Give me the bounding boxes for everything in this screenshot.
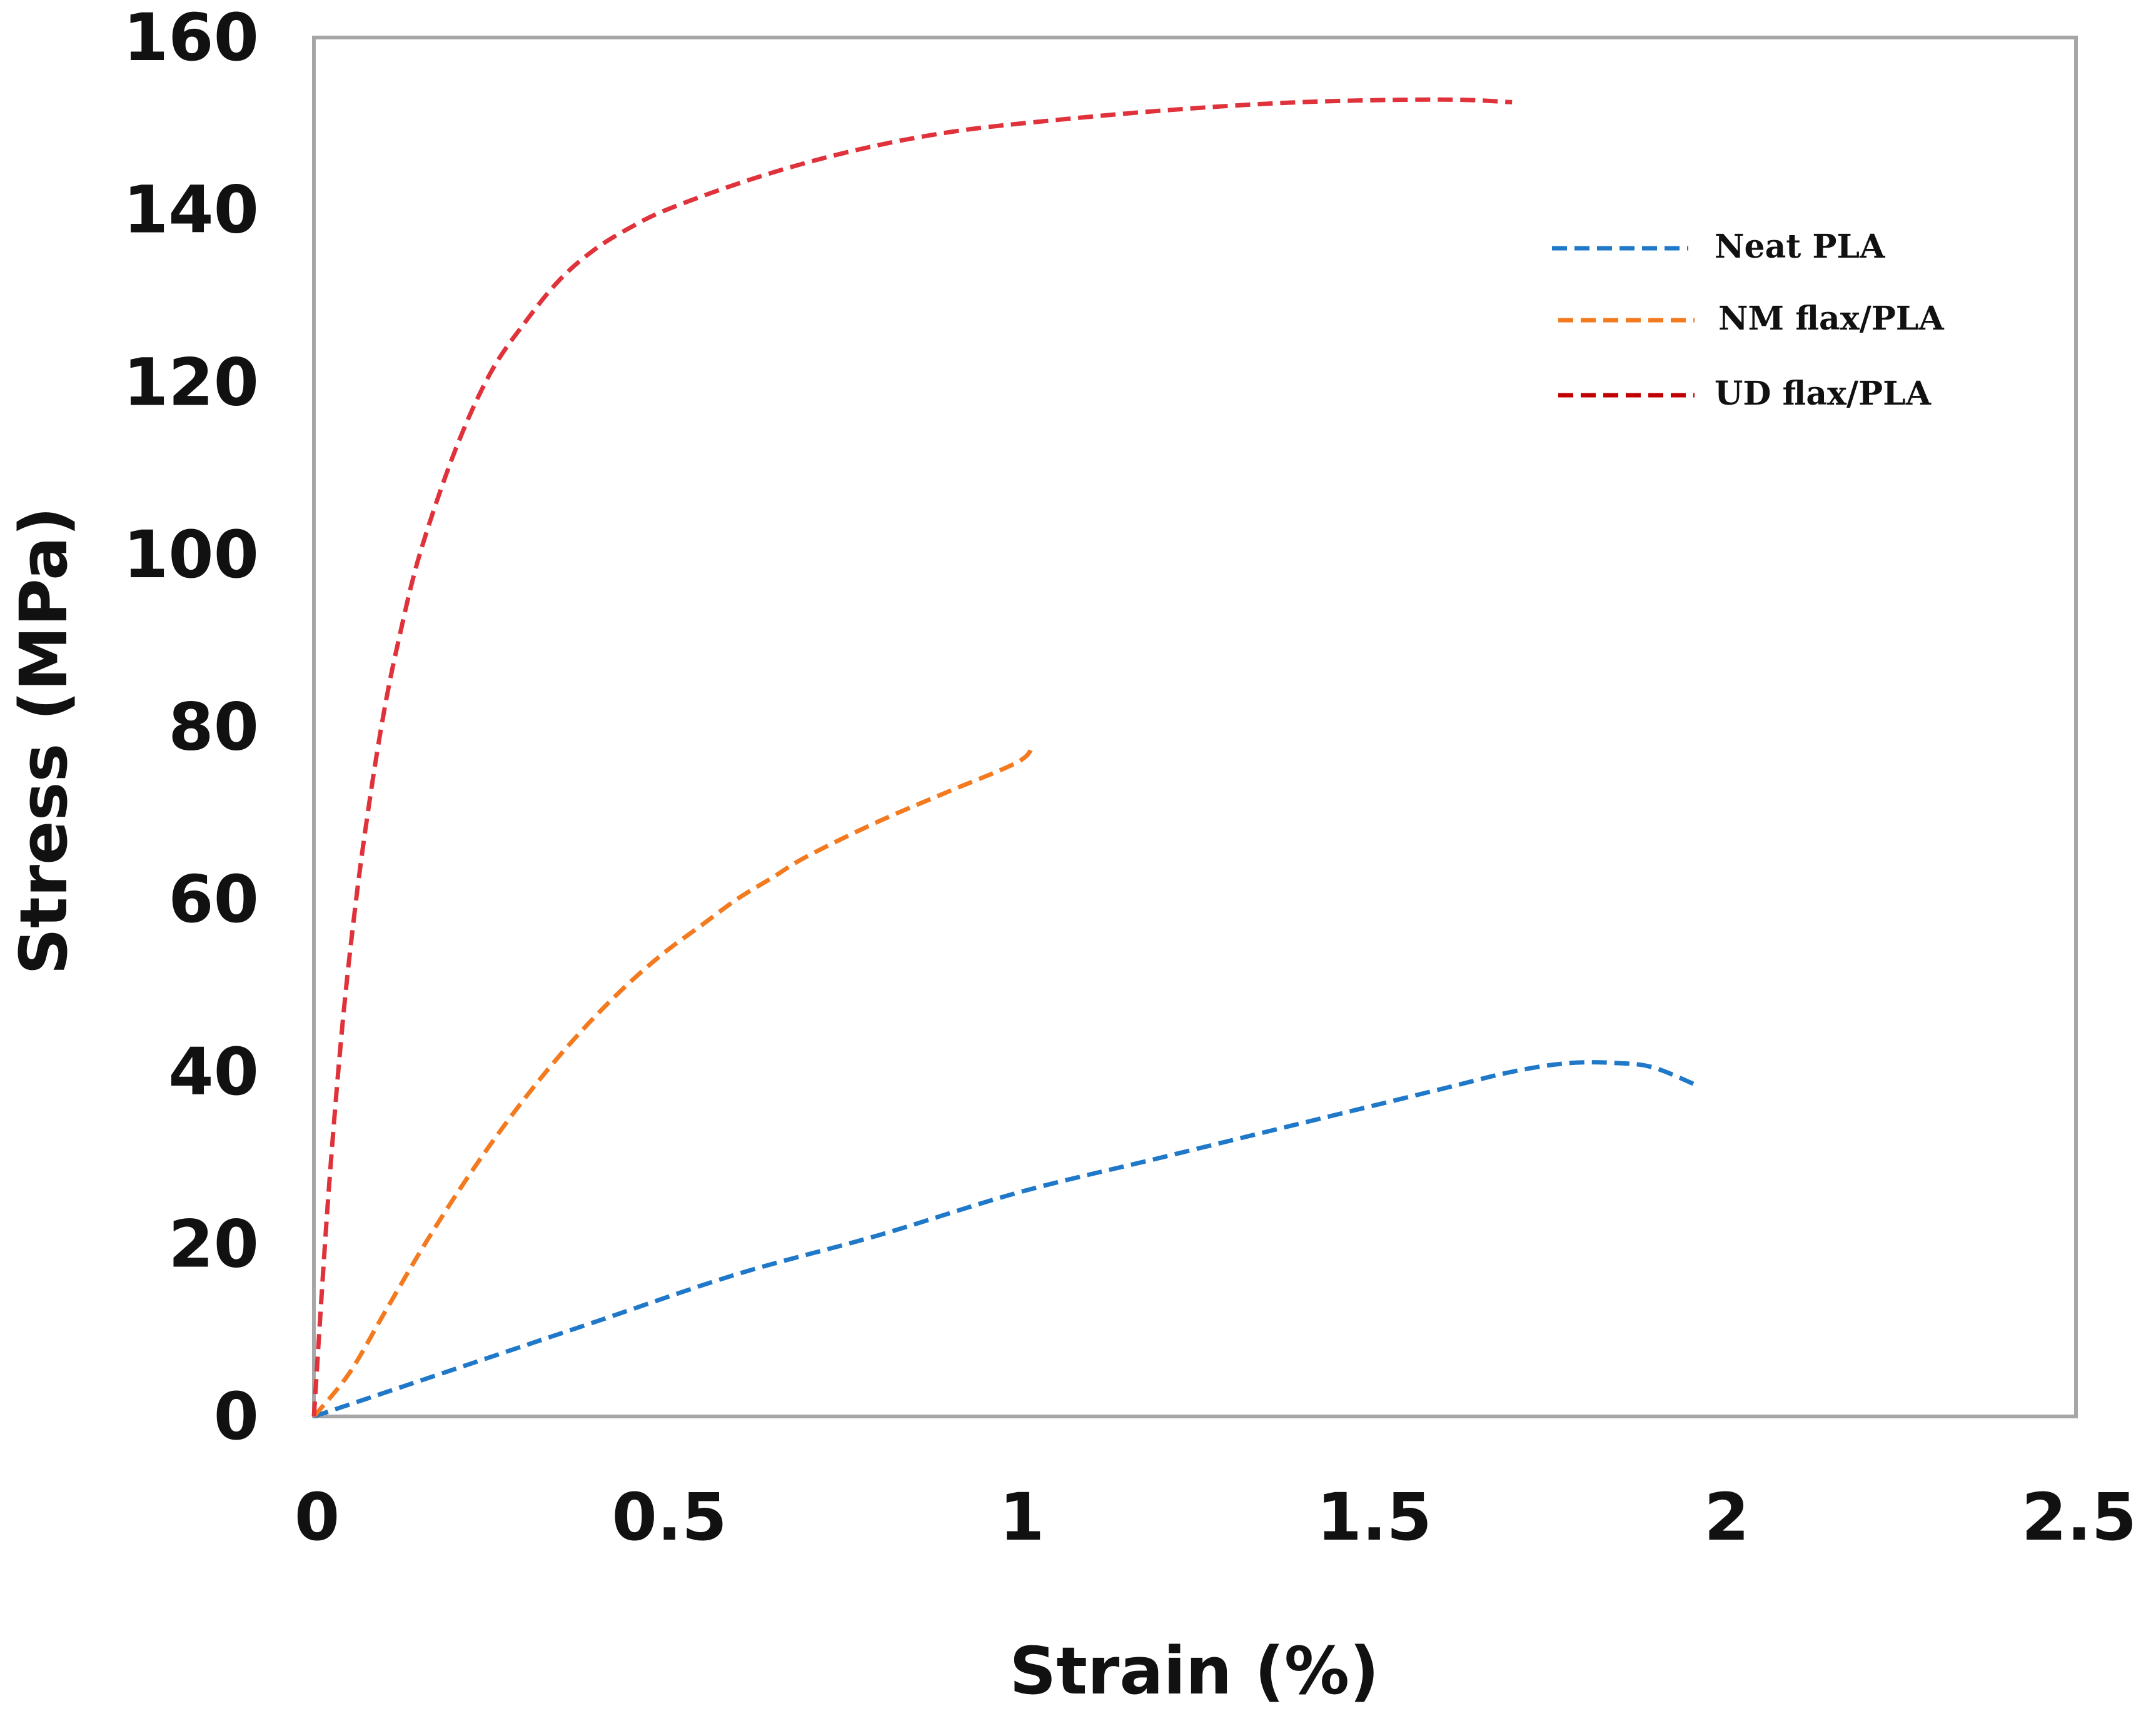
y-tick-label: 100 (123, 517, 259, 593)
legend-label-nm-flax-pla: NM flax/PLA (1718, 300, 1944, 338)
y-tick-label: 40 (168, 1034, 259, 1110)
x-tick-label: 1 (999, 1479, 1044, 1555)
x-tick-label: 1.5 (1317, 1479, 1432, 1555)
y-tick-label: 0 (214, 1378, 259, 1455)
series-layer (311, 97, 1696, 1419)
legend-label-ud-flax-pla: UD flax/PLA (1715, 375, 1932, 413)
x-tick-label: 2 (1704, 1479, 1749, 1555)
y-tick-label: 60 (168, 861, 259, 937)
y-tick-label: 160 (123, 0, 259, 76)
neat-pla-line (313, 1060, 1696, 1419)
x-tick-label: 2.5 (2022, 1479, 2137, 1555)
y-tick-label: 120 (123, 344, 259, 420)
y-axis-title: Stress (MPa) (6, 507, 82, 975)
plot-area-frame (312, 36, 2078, 1418)
nm-flax-pla-line (312, 742, 1035, 1418)
x-axis-title: Strain (%) (1009, 1633, 1379, 1709)
y-axis-ticks: 0 20 40 60 80 100 120 140 160 (123, 0, 259, 1455)
y-tick-label: 80 (168, 689, 259, 765)
x-tick-label: 0.5 (612, 1479, 727, 1555)
x-tick-label: 0 (295, 1479, 340, 1555)
ud-flax-pla-line (311, 97, 1513, 1417)
x-axis-ticks: 0 0.5 1 1.5 2 2.5 (295, 1479, 2137, 1555)
legend: Neat PLA NM flax/PLA UD flax/PLA (1552, 228, 1944, 413)
legend-label-neat-pla: Neat PLA (1715, 228, 1885, 266)
y-tick-label: 140 (123, 172, 259, 248)
y-tick-label: 20 (168, 1206, 259, 1282)
